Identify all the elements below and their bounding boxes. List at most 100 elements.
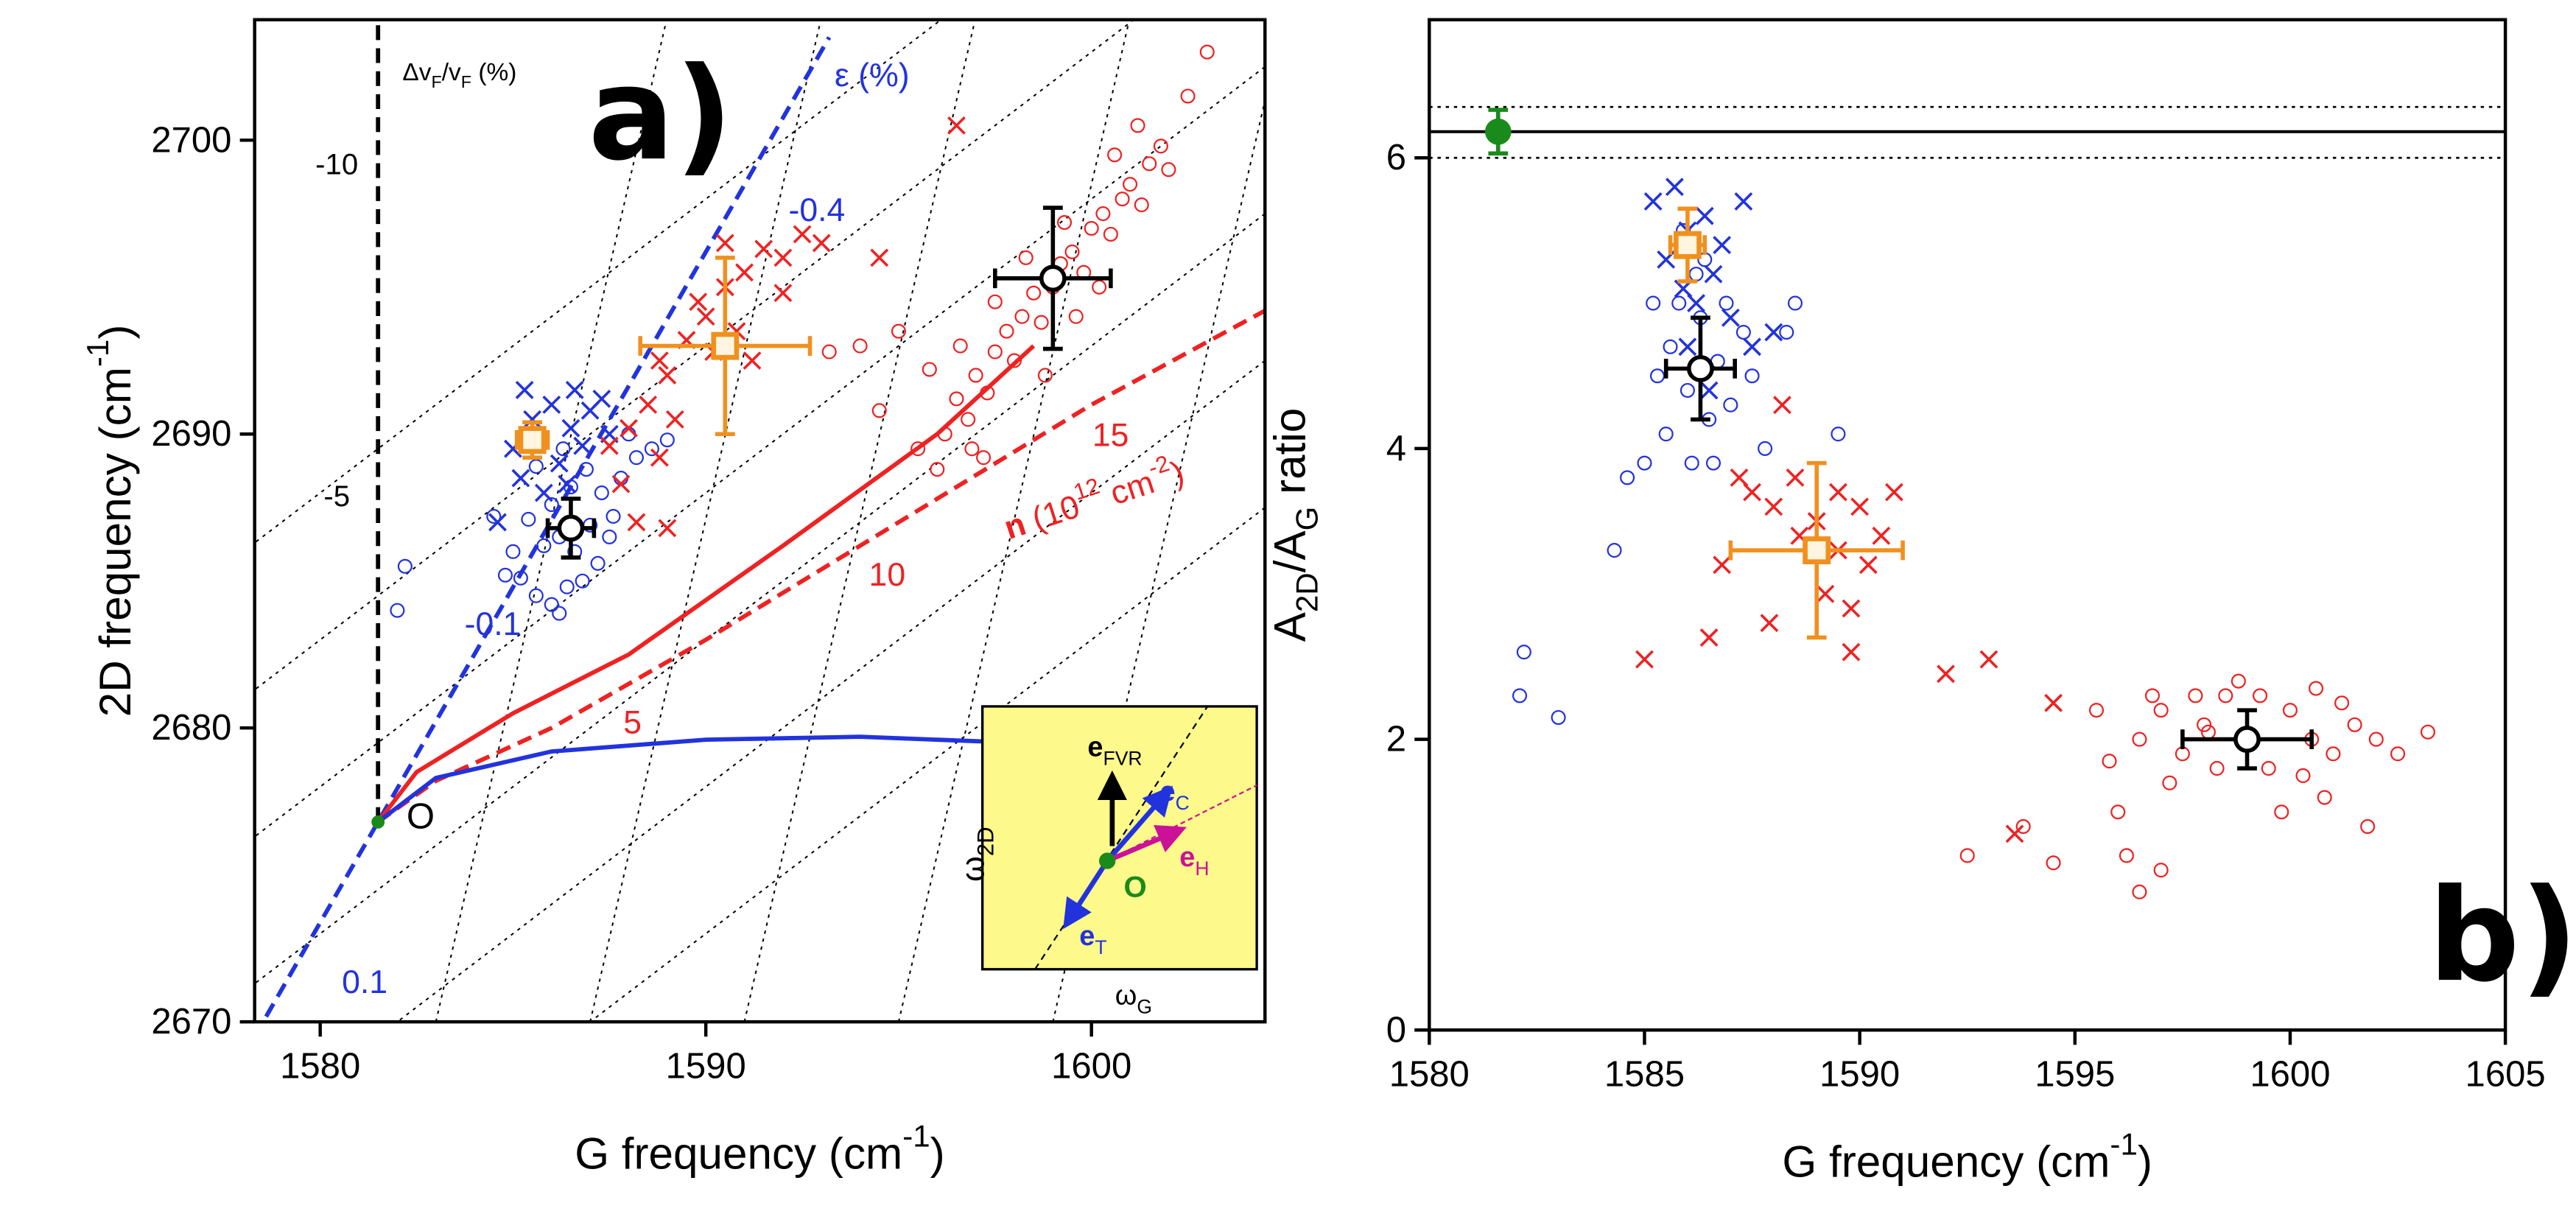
point bbox=[1006, 353, 1022, 368]
point bbox=[689, 292, 708, 312]
annotation: O bbox=[1123, 871, 1146, 904]
point bbox=[1786, 468, 1805, 487]
point bbox=[964, 441, 980, 457]
point bbox=[497, 567, 513, 583]
annotation: ΔvF/vF (%) bbox=[402, 59, 516, 91]
point bbox=[980, 385, 995, 401]
point bbox=[1704, 264, 1723, 284]
point bbox=[1872, 526, 1891, 545]
annotation: eFVR bbox=[1087, 732, 1142, 770]
point bbox=[1678, 337, 1697, 357]
point bbox=[1643, 192, 1663, 211]
point bbox=[2044, 693, 2063, 712]
point bbox=[555, 441, 571, 457]
point bbox=[518, 426, 547, 455]
point bbox=[930, 462, 945, 477]
point bbox=[1673, 231, 1702, 259]
plot-area bbox=[1429, 105, 2506, 899]
point bbox=[2261, 761, 2276, 776]
point bbox=[1743, 337, 1761, 357]
point bbox=[665, 410, 684, 429]
annotation: ε (%) bbox=[835, 57, 910, 94]
point bbox=[1130, 118, 1145, 133]
point bbox=[565, 381, 584, 399]
text-part: 2D bbox=[1290, 572, 1324, 612]
point bbox=[1831, 427, 1846, 442]
point bbox=[536, 538, 552, 553]
point bbox=[1959, 848, 1975, 863]
point bbox=[1816, 584, 1835, 603]
point bbox=[1658, 427, 1674, 442]
point bbox=[650, 351, 669, 370]
point bbox=[488, 513, 507, 532]
point bbox=[1037, 368, 1053, 383]
y-tick-label: 2680 bbox=[151, 708, 231, 748]
point bbox=[1068, 309, 1084, 324]
point bbox=[559, 579, 575, 594]
point bbox=[1039, 264, 1067, 292]
point bbox=[1803, 536, 1831, 565]
point bbox=[696, 307, 715, 326]
point bbox=[2144, 688, 2160, 704]
point bbox=[1764, 497, 1783, 516]
point bbox=[544, 497, 559, 513]
point bbox=[1779, 325, 1794, 340]
point bbox=[2317, 790, 2332, 805]
arrow bbox=[1105, 785, 1173, 863]
point bbox=[793, 225, 812, 244]
text-part: ω bbox=[1115, 980, 1137, 1011]
plot-frame bbox=[253, 18, 1267, 1024]
annotation: ωG bbox=[1115, 980, 1152, 1017]
point bbox=[2282, 703, 2298, 718]
text-part: 2D bbox=[972, 827, 998, 856]
text-part: H bbox=[1195, 857, 1209, 880]
text-part: /A bbox=[1265, 530, 1315, 573]
point bbox=[2132, 884, 2147, 899]
point bbox=[1123, 177, 1138, 192]
text-part: ) bbox=[2138, 1137, 2152, 1187]
text-part: G frequency (cm bbox=[1782, 1137, 2110, 1187]
point bbox=[1699, 628, 1719, 647]
point bbox=[1850, 497, 1870, 516]
origin-dot bbox=[1099, 852, 1116, 869]
y-tick-label: 4 bbox=[1386, 429, 1406, 469]
point bbox=[2420, 724, 2435, 740]
text-part: e bbox=[1087, 732, 1103, 763]
point bbox=[486, 508, 502, 524]
point bbox=[1607, 543, 1622, 558]
point bbox=[1153, 138, 1168, 154]
point bbox=[1764, 323, 1783, 342]
point bbox=[1743, 483, 1761, 502]
point bbox=[592, 389, 611, 408]
point bbox=[611, 474, 631, 494]
point bbox=[1828, 483, 1847, 502]
point bbox=[1719, 295, 1734, 311]
point bbox=[2153, 863, 2169, 878]
text-part: (%) bbox=[471, 59, 516, 86]
point bbox=[1635, 650, 1654, 669]
line bbox=[376, 344, 1036, 824]
point bbox=[544, 597, 559, 612]
arrow bbox=[1106, 825, 1187, 863]
text-part: F bbox=[461, 72, 471, 91]
text-part: e bbox=[1179, 842, 1195, 873]
point bbox=[1092, 279, 1107, 295]
text-part: 2D frequency (cm bbox=[90, 367, 140, 717]
x-tick-label: 1590 bbox=[1819, 1054, 1900, 1094]
point bbox=[1787, 295, 1803, 311]
x-axis-label: G frequency (cm-1) bbox=[575, 1119, 945, 1179]
point bbox=[557, 514, 585, 542]
point bbox=[523, 410, 542, 429]
point bbox=[949, 391, 964, 407]
annotation: b) bbox=[2428, 862, 2576, 1011]
point bbox=[2119, 848, 2134, 863]
point bbox=[561, 418, 580, 438]
point bbox=[2162, 775, 2177, 790]
point bbox=[2153, 703, 2169, 718]
y-tick-label: 2 bbox=[1386, 720, 1406, 759]
text-part: A bbox=[1265, 611, 1315, 642]
text-part: e bbox=[1160, 776, 1176, 807]
point bbox=[1084, 220, 1099, 236]
point bbox=[2110, 804, 2126, 820]
point bbox=[2015, 818, 2031, 835]
